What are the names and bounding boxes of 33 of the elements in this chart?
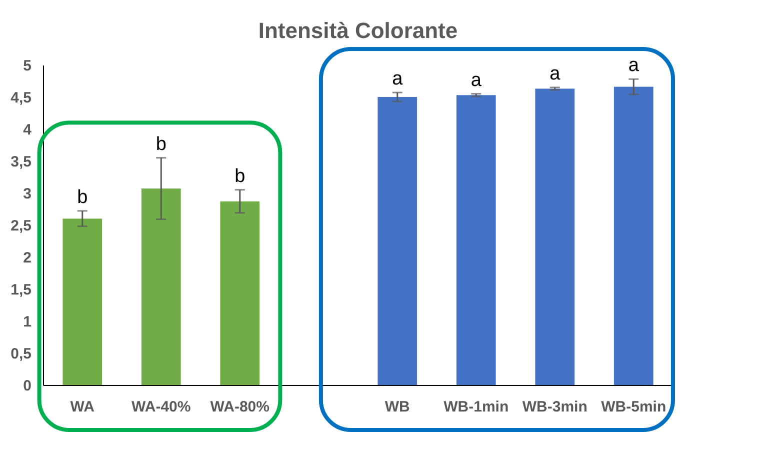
y-tick-label: 4 [23,122,32,138]
bar [456,95,496,385]
x-tick-label: WB-3min [522,398,588,416]
y-tick-label: 2,5 [10,218,32,234]
bar [62,218,102,385]
annotation: b [234,166,246,187]
x-tick-label: WB-5min [601,398,666,416]
annotation: a [550,63,561,84]
x-tick-label: WA-80% [210,398,270,416]
chart-title: Intensità Colorante [258,18,458,43]
y-tick-label: 3,5 [10,154,32,170]
bar [614,86,654,385]
bar [535,88,575,385]
y-tick-label: 5 [23,58,32,74]
annotation: a [628,55,640,76]
annotation: b [156,134,166,155]
x-tick-label: WB [384,398,410,416]
x-tick-label: WB-1min [444,398,509,416]
annotation: a [392,68,404,90]
y-tick-label: 0,5 [10,346,32,362]
bar [141,188,181,385]
y-tick-label: 3 [23,186,32,202]
y-tick-label: 1 [23,314,32,330]
annotation: a [470,70,482,91]
y-tick-label: 1,5 [10,282,32,298]
annotation: b [77,186,88,208]
y-tick-label: 4,5 [10,90,32,106]
bar [378,97,418,385]
y-tick-label: 2 [23,250,32,266]
x-tick-label: WA-40% [132,398,191,416]
y-tick-label: 0 [23,378,32,394]
x-tick-label: WA [70,398,95,416]
bar [220,201,260,385]
